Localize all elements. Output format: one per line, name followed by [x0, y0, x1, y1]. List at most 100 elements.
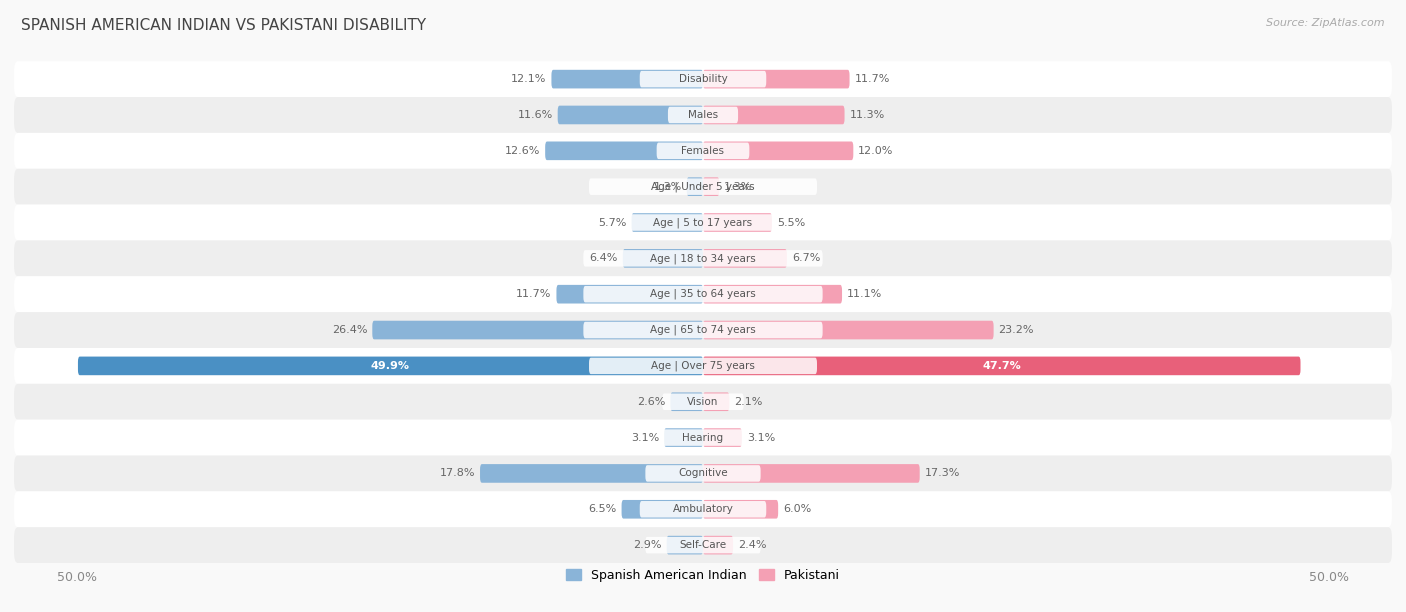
FancyBboxPatch shape: [546, 141, 703, 160]
FancyBboxPatch shape: [14, 420, 1392, 455]
Text: Vision: Vision: [688, 397, 718, 407]
FancyBboxPatch shape: [657, 143, 749, 159]
FancyBboxPatch shape: [557, 285, 703, 304]
FancyBboxPatch shape: [703, 464, 920, 483]
FancyBboxPatch shape: [479, 464, 703, 483]
Text: 2.6%: 2.6%: [637, 397, 665, 407]
Text: Self-Care: Self-Care: [679, 540, 727, 550]
FancyBboxPatch shape: [703, 70, 849, 89]
FancyBboxPatch shape: [583, 286, 823, 302]
FancyBboxPatch shape: [703, 500, 778, 518]
FancyBboxPatch shape: [645, 537, 761, 553]
FancyBboxPatch shape: [703, 285, 842, 304]
Text: 49.9%: 49.9%: [371, 361, 411, 371]
FancyBboxPatch shape: [558, 106, 703, 124]
Text: 2.9%: 2.9%: [633, 540, 662, 550]
Text: Cognitive: Cognitive: [678, 468, 728, 479]
FancyBboxPatch shape: [589, 179, 817, 195]
Text: 12.0%: 12.0%: [858, 146, 894, 156]
Text: Age | Over 75 years: Age | Over 75 years: [651, 360, 755, 371]
FancyBboxPatch shape: [671, 392, 703, 411]
FancyBboxPatch shape: [77, 357, 703, 375]
FancyBboxPatch shape: [703, 321, 994, 340]
Text: 3.1%: 3.1%: [747, 433, 775, 442]
FancyBboxPatch shape: [640, 71, 766, 88]
FancyBboxPatch shape: [583, 250, 823, 267]
FancyBboxPatch shape: [703, 392, 730, 411]
Text: Age | 35 to 64 years: Age | 35 to 64 years: [650, 289, 756, 299]
Text: 17.3%: 17.3%: [925, 468, 960, 479]
Text: 3.1%: 3.1%: [631, 433, 659, 442]
FancyBboxPatch shape: [583, 322, 823, 338]
FancyBboxPatch shape: [14, 133, 1392, 169]
Text: Source: ZipAtlas.com: Source: ZipAtlas.com: [1267, 18, 1385, 28]
Text: Age | Under 5 years: Age | Under 5 years: [651, 181, 755, 192]
Text: 5.5%: 5.5%: [778, 217, 806, 228]
FancyBboxPatch shape: [703, 177, 720, 196]
Text: 1.3%: 1.3%: [654, 182, 682, 192]
FancyBboxPatch shape: [14, 527, 1392, 563]
FancyBboxPatch shape: [14, 241, 1392, 276]
FancyBboxPatch shape: [14, 312, 1392, 348]
Text: Females: Females: [682, 146, 724, 156]
FancyBboxPatch shape: [686, 177, 703, 196]
FancyBboxPatch shape: [14, 348, 1392, 384]
FancyBboxPatch shape: [668, 106, 738, 123]
FancyBboxPatch shape: [14, 276, 1392, 312]
FancyBboxPatch shape: [623, 249, 703, 267]
FancyBboxPatch shape: [14, 455, 1392, 491]
Text: 6.7%: 6.7%: [792, 253, 820, 263]
Text: Males: Males: [688, 110, 718, 120]
FancyBboxPatch shape: [551, 70, 703, 89]
FancyBboxPatch shape: [662, 394, 744, 410]
FancyBboxPatch shape: [703, 428, 742, 447]
Text: 11.7%: 11.7%: [516, 289, 551, 299]
Text: Disability: Disability: [679, 74, 727, 84]
FancyBboxPatch shape: [703, 357, 1301, 375]
FancyBboxPatch shape: [657, 430, 749, 446]
Text: 6.5%: 6.5%: [588, 504, 617, 514]
FancyBboxPatch shape: [666, 536, 703, 554]
FancyBboxPatch shape: [589, 214, 817, 231]
Text: Age | 65 to 74 years: Age | 65 to 74 years: [650, 325, 756, 335]
FancyBboxPatch shape: [373, 321, 703, 340]
Text: 17.8%: 17.8%: [440, 468, 475, 479]
FancyBboxPatch shape: [703, 141, 853, 160]
FancyBboxPatch shape: [640, 501, 766, 518]
FancyBboxPatch shape: [703, 249, 787, 267]
Text: 12.6%: 12.6%: [505, 146, 540, 156]
Text: 23.2%: 23.2%: [998, 325, 1035, 335]
FancyBboxPatch shape: [664, 428, 703, 447]
FancyBboxPatch shape: [631, 213, 703, 232]
Text: 5.7%: 5.7%: [598, 217, 627, 228]
FancyBboxPatch shape: [645, 465, 761, 482]
Legend: Spanish American Indian, Pakistani: Spanish American Indian, Pakistani: [561, 564, 845, 587]
Text: 26.4%: 26.4%: [332, 325, 367, 335]
Text: 12.1%: 12.1%: [510, 74, 547, 84]
Text: Ambulatory: Ambulatory: [672, 504, 734, 514]
Text: 47.7%: 47.7%: [983, 361, 1021, 371]
FancyBboxPatch shape: [14, 384, 1392, 420]
Text: 6.0%: 6.0%: [783, 504, 811, 514]
FancyBboxPatch shape: [14, 169, 1392, 204]
Text: Age | 5 to 17 years: Age | 5 to 17 years: [654, 217, 752, 228]
FancyBboxPatch shape: [14, 97, 1392, 133]
FancyBboxPatch shape: [703, 213, 772, 232]
Text: 2.4%: 2.4%: [738, 540, 766, 550]
Text: Hearing: Hearing: [682, 433, 724, 442]
FancyBboxPatch shape: [589, 357, 817, 374]
Text: SPANISH AMERICAN INDIAN VS PAKISTANI DISABILITY: SPANISH AMERICAN INDIAN VS PAKISTANI DIS…: [21, 18, 426, 34]
Text: 6.4%: 6.4%: [589, 253, 617, 263]
Text: 2.1%: 2.1%: [734, 397, 762, 407]
FancyBboxPatch shape: [703, 106, 845, 124]
Text: 11.3%: 11.3%: [849, 110, 884, 120]
FancyBboxPatch shape: [703, 536, 733, 554]
Text: 11.1%: 11.1%: [846, 289, 883, 299]
Text: 1.3%: 1.3%: [724, 182, 752, 192]
Text: 11.7%: 11.7%: [855, 74, 890, 84]
Text: Age | 18 to 34 years: Age | 18 to 34 years: [650, 253, 756, 264]
FancyBboxPatch shape: [14, 491, 1392, 527]
FancyBboxPatch shape: [621, 500, 703, 518]
Text: 11.6%: 11.6%: [517, 110, 553, 120]
FancyBboxPatch shape: [14, 204, 1392, 241]
